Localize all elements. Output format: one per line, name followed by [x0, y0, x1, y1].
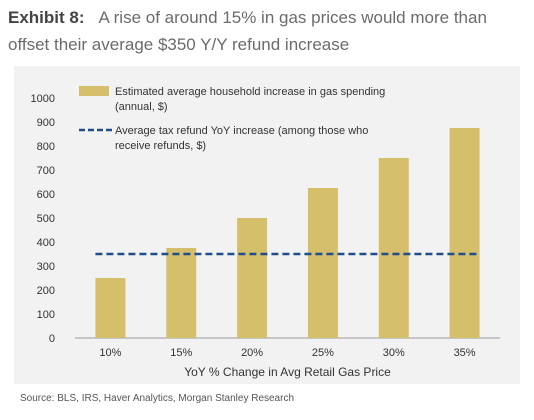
y-tick-label-1: 100: [37, 309, 55, 321]
legend-bar-swatch: [79, 86, 109, 96]
legend-line-label-1: receive refunds, $): [115, 140, 206, 152]
title-line-1: Exhibit 8: A rise of around 15% in gas pr…: [8, 4, 528, 31]
x-tick-label-0: 10%: [99, 347, 121, 359]
y-tick-label-8: 800: [37, 141, 55, 153]
y-tick-label-3: 300: [37, 261, 55, 273]
legend-bar-label-1: (annual, $): [115, 101, 168, 113]
y-tick-label-9: 900: [37, 117, 55, 129]
exhibit-label: Exhibit 8:: [8, 8, 85, 27]
chart-title: Exhibit 8: A rise of around 15% in gas pr…: [8, 4, 528, 58]
title-line-2: offset their average $350 Y/Y refund inc…: [8, 35, 350, 54]
y-tick-label-6: 600: [37, 189, 55, 201]
y-tick-label-5: 500: [37, 213, 55, 225]
bar-15pct: [166, 248, 197, 338]
legend-line-label-0: Average tax refund YoY increase (among t…: [115, 125, 368, 137]
bar-25pct: [307, 188, 338, 338]
y-tick-label-0: 0: [49, 333, 55, 345]
legend-bar-label-0: Estimated average household increase in …: [115, 86, 385, 98]
bar-10pct: [95, 278, 126, 338]
x-tick-label-4: 30%: [383, 347, 405, 359]
bar-20pct: [237, 218, 268, 338]
x-axis-title: YoY % Change in Avg Retail Gas Price: [184, 365, 391, 379]
bar-30pct: [378, 158, 409, 338]
x-tick-label-5: 35%: [454, 347, 476, 359]
x-tick-label-2: 20%: [241, 347, 263, 359]
y-tick-label-4: 400: [37, 237, 55, 249]
bar-35pct: [449, 128, 480, 338]
x-tick-label-1: 15%: [170, 347, 192, 359]
x-tick-label-3: 25%: [312, 347, 334, 359]
y-tick-label-2: 200: [37, 285, 55, 297]
y-tick-label-10: 1000: [31, 93, 55, 105]
y-tick-label-7: 700: [37, 165, 55, 177]
source-note: Source: BLS, IRS, Haver Analytics, Morga…: [20, 393, 295, 404]
title-text-1: A rise of around 15% in gas prices would…: [98, 8, 487, 27]
